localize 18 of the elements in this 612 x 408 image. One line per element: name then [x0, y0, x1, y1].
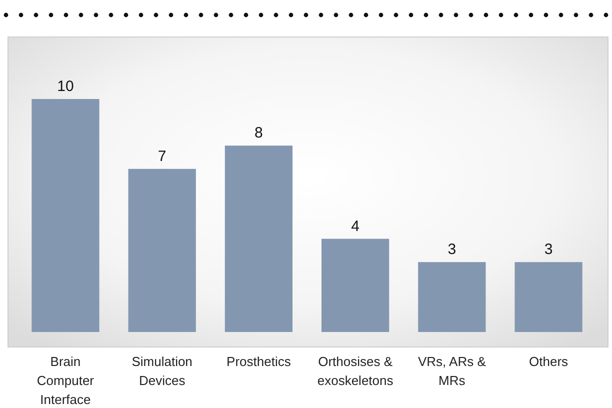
data-label: 10 [57, 78, 74, 95]
data-label: 3 [448, 241, 456, 258]
x-tick-label: VRs, ARs & MRs [418, 354, 486, 388]
x-tick-label: Others [529, 354, 569, 369]
bar [224, 146, 293, 332]
x-tick-label: Prosthetics [226, 354, 292, 369]
bar [128, 168, 196, 332]
x-tick-label: Orthosises & exoskeletons [317, 354, 394, 388]
bar [418, 262, 486, 332]
data-label: 7 [158, 148, 166, 165]
data-label: 3 [544, 241, 553, 258]
data-label: 8 [254, 124, 263, 142]
bar [514, 262, 582, 332]
bar [321, 238, 390, 332]
x-tick-label: Brain Computer Interface [36, 354, 95, 407]
bar [32, 99, 100, 332]
data-label: 4 [351, 218, 360, 235]
x-tick-label: Simulation Devices [132, 354, 192, 388]
